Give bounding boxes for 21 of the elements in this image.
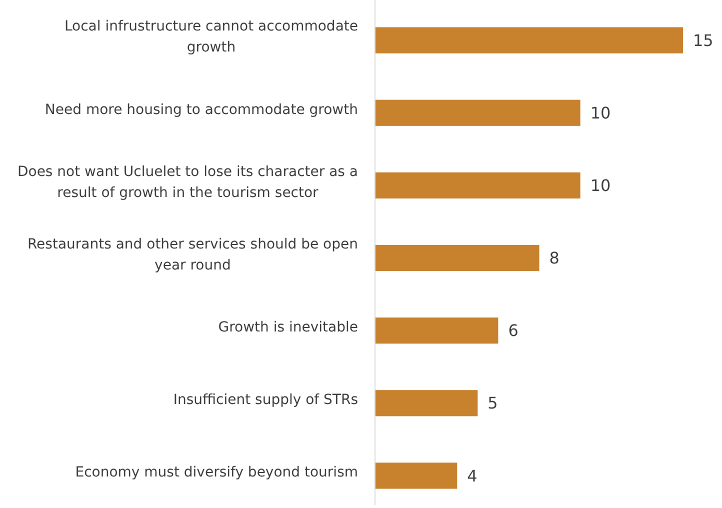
y-tick-label: Local infrustructure cannot accommodate growth: [64, 18, 358, 56]
bar: [375, 318, 498, 344]
data-label: 15: [693, 30, 714, 50]
bar: [375, 100, 580, 126]
bar: [375, 244, 540, 272]
bar: [375, 390, 478, 416]
data-label: 8: [549, 248, 560, 268]
data-label: 6: [508, 321, 518, 340]
y-tick-label: Restaurants and other services should be open year round: [27, 236, 358, 274]
data-label: 4: [467, 466, 478, 486]
y-tick-label: Does not want Ucluelet to lose its character as a result of growth in the tourism sector: [17, 164, 358, 201]
y-tick-label: Need more housing to accommodate growth: [44, 102, 358, 118]
bar: [375, 462, 458, 489]
y-tick-label: Growth is inevitable: [218, 319, 358, 336]
y-tick-label: Economy must diversify beyond tourism: [75, 464, 358, 481]
data-label: 10: [590, 103, 611, 122]
data-label: 10: [590, 176, 611, 196]
data-label: 5: [488, 394, 498, 413]
bar: [375, 27, 683, 54]
bar: [375, 172, 580, 198]
y-tick-label: Insufficient supply of STRs: [173, 392, 358, 408]
